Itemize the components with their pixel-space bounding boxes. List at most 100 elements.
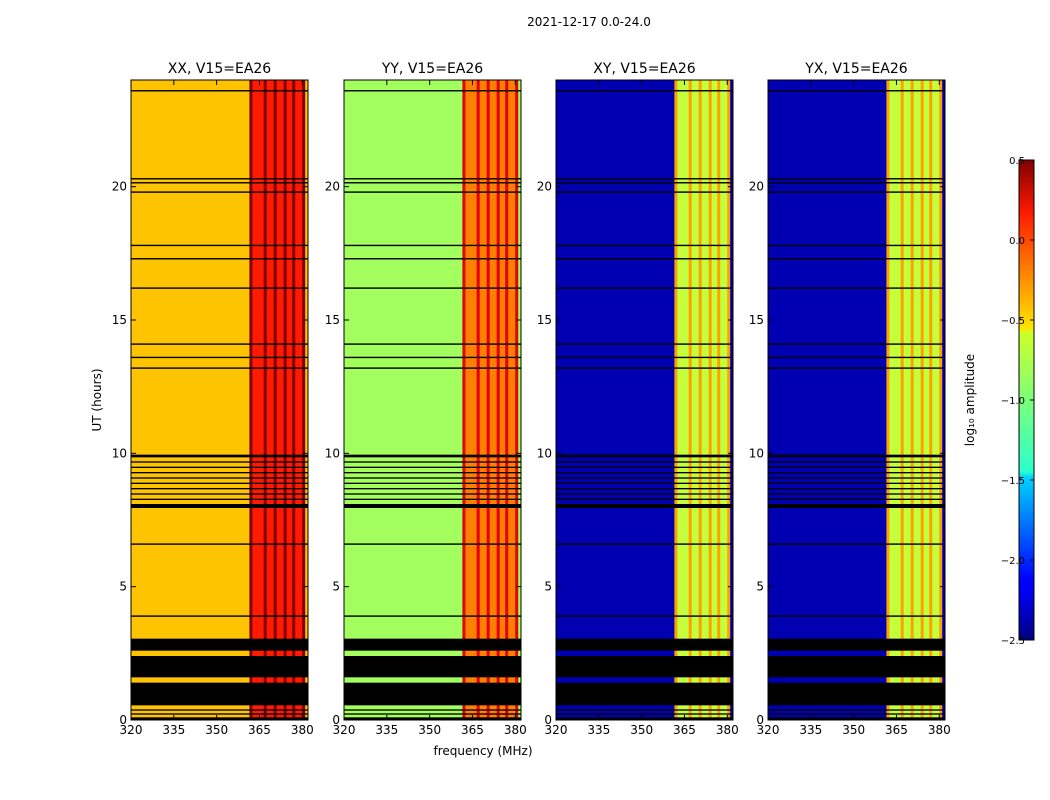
panel-band (675, 80, 729, 720)
flagged-line (344, 615, 521, 617)
flagged-interval (131, 717, 308, 720)
panel-title: YY, V15=EA26 (381, 61, 483, 77)
flagged-line (556, 356, 733, 359)
panel-frame (343, 79, 522, 721)
flagged-line (556, 367, 733, 369)
flagged-interval (131, 498, 308, 500)
band-edge-stripe (263, 80, 267, 720)
flagged-line (131, 367, 308, 369)
band-edge-stripe (273, 80, 277, 720)
flagged-line (131, 615, 308, 617)
flagged-interval (768, 504, 945, 508)
flagged-line (344, 244, 521, 247)
flagged-interval (344, 493, 521, 495)
flagged-line (344, 356, 521, 359)
band-edge-stripe (496, 80, 500, 720)
flagged-interval (768, 466, 945, 468)
x-axis-label: frequency (MHz) (433, 744, 532, 758)
x-tick-label: 320 (333, 723, 356, 737)
band-edge-stripe (910, 80, 914, 720)
flagged-interval (768, 488, 945, 490)
x-tick-label: 380 (716, 723, 739, 737)
flagged-interval (556, 498, 733, 500)
flagged-interval (131, 466, 308, 468)
flagged-line (344, 367, 521, 369)
flagged-line (556, 182, 733, 184)
band-edge-stripe (283, 80, 287, 720)
flagged-line (556, 178, 733, 180)
band-edge-stripe (688, 80, 692, 720)
panel-frame (555, 79, 734, 721)
flagged-interval (768, 682, 945, 706)
flagged-interval (768, 472, 945, 474)
flagged-line (344, 178, 521, 180)
panel-frame (130, 79, 309, 721)
y-tick-label: 15 (325, 313, 340, 327)
flagged-interval (768, 717, 945, 720)
y-tick-label: 5 (544, 580, 552, 594)
x-tick-label: 365 (885, 723, 908, 737)
x-tick-label: 335 (799, 723, 822, 737)
flagged-line (344, 90, 521, 92)
flagged-interval (131, 454, 308, 458)
flagged-line (344, 287, 521, 289)
band-edge-stripe (302, 80, 306, 720)
flagged-line (131, 343, 308, 345)
colorbar-label: log₁₀ amplitude (963, 354, 977, 446)
colorbar-ticks: 0.5 0.0 −0.5 −1.0 −1.5 −2.0 −2.5 (1001, 156, 1034, 647)
flagged-line (344, 182, 521, 184)
y-tick-label: 0 (544, 713, 552, 727)
flagged-interval (556, 482, 733, 484)
flagged-interval (556, 466, 733, 468)
flagged-interval (768, 709, 945, 711)
flagged-line (768, 367, 945, 369)
colorbar-tick-label: −2.0 (1001, 556, 1025, 567)
flagged-interval (131, 482, 308, 484)
y-tick-label: 0 (756, 713, 764, 727)
x-tick-label: 380 (928, 723, 951, 737)
flagged-line (131, 191, 308, 193)
y-tick-label: 20 (112, 180, 127, 194)
flagged-line (556, 258, 733, 260)
flagged-line (768, 182, 945, 184)
flagged-line (768, 615, 945, 617)
flagged-interval (556, 472, 733, 474)
flagged-line (556, 287, 733, 289)
colorbar-tick-label: 0.5 (1009, 156, 1025, 167)
flagged-line (131, 244, 308, 247)
flagged-line (131, 356, 308, 359)
flagged-interval (131, 461, 308, 463)
y-tick-label: 0 (119, 713, 127, 727)
y-tick-label: 20 (537, 180, 552, 194)
flagged-line (556, 191, 733, 193)
band-edge-stripe (249, 80, 253, 720)
flagged-interval (556, 504, 733, 508)
panel-title: XY, V15=EA26 (593, 61, 695, 77)
flagged-interval (556, 477, 733, 479)
flagged-line (556, 244, 733, 247)
band-edge-stripe (929, 80, 933, 720)
band-edge-stripe (717, 80, 721, 720)
flagged-interval (344, 498, 521, 500)
y-tick-label: 10 (749, 446, 764, 460)
x-tick-label: 320 (120, 723, 143, 737)
flagged-line (131, 90, 308, 92)
band-edge-stripe (939, 80, 943, 720)
flagged-line (768, 343, 945, 345)
flagged-interval (768, 461, 945, 463)
band-edge-stripe (900, 80, 904, 720)
flagged-interval (344, 656, 521, 678)
band-edge-stripe (486, 80, 490, 720)
flagged-interval (556, 493, 733, 495)
x-tick-label: 365 (248, 723, 271, 737)
band-edge-stripe (708, 80, 712, 720)
x-tick-label: 350 (630, 723, 653, 737)
flagged-interval (344, 713, 521, 715)
band-edge-stripe (462, 80, 466, 720)
colorbar-tick-label: −1.0 (1001, 396, 1025, 407)
x-tick-label: 320 (545, 723, 568, 737)
y-axis-label: UT (hours) (90, 368, 104, 431)
flagged-interval (131, 682, 308, 706)
y-tick-label: 20 (325, 180, 340, 194)
